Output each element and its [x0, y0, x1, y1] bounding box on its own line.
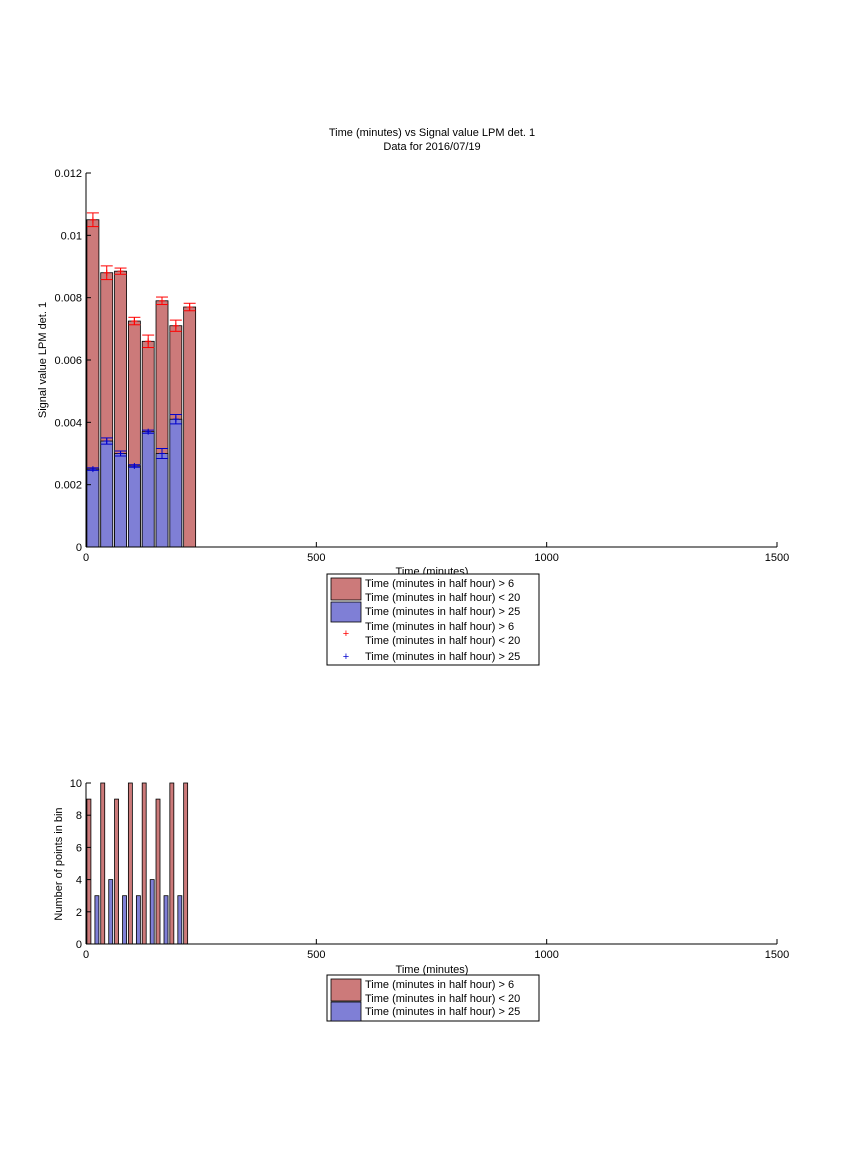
y-tick-label: 0.006 — [54, 355, 82, 367]
bar — [135, 895, 141, 945]
y-tick-label: 4 — [76, 875, 82, 887]
y-tick-label: 6 — [76, 842, 82, 854]
bar — [86, 798, 92, 945]
bar — [94, 895, 100, 945]
y-axis-label: Number of points in bin — [53, 807, 65, 920]
legend-marker-blue-plus: + — [343, 651, 349, 663]
bar — [122, 895, 127, 945]
bar — [169, 782, 175, 945]
y-tick-label: 0.01 — [61, 230, 82, 242]
y-tick-label: 0.012 — [54, 168, 82, 180]
bar — [114, 798, 119, 945]
bar — [155, 798, 161, 945]
x-tick-label: 1000 — [534, 949, 558, 961]
legend-label: Time (minutes in half hour) > 25 — [365, 651, 520, 663]
signal-chart: Time (minutes) vs Signal value LPM det. … — [37, 127, 789, 666]
legend-label: Time (minutes in half hour) > 25 — [365, 606, 520, 618]
x-tick-label: 0 — [83, 949, 89, 961]
bar — [86, 468, 100, 548]
x-tick-label: 1500 — [765, 552, 789, 564]
x-tick-label: 1000 — [534, 552, 558, 564]
bar — [127, 782, 133, 945]
chart-title: Time (minutes) vs Signal value LPM det. … — [329, 127, 535, 139]
legend-label: Time (minutes in half hour) < 20 — [365, 592, 520, 604]
legend-label: Time (minutes in half hour) > 25 — [365, 1006, 520, 1018]
x-tick-label: 1500 — [765, 949, 789, 961]
x-tick-label: 500 — [307, 552, 325, 564]
legend-marker-red-plus: + — [343, 628, 349, 640]
legend-swatch-red — [330, 978, 362, 1002]
y-tick-label: 0 — [76, 939, 82, 951]
tick-labels: 0 500 1000 1500 0 0.002 0.004 0.006 0.008 0.01 0.0… — [54, 168, 789, 564]
legend: Time (minutes in half hour) > 6 Time (mi… — [326, 573, 540, 666]
bar — [149, 879, 155, 945]
bars-group — [86, 782, 189, 945]
error-bars — [86, 212, 196, 473]
y-tick-label: 0 — [76, 542, 82, 554]
chart-subtitle: Data for 2016/07/19 — [383, 141, 480, 153]
y-tick-label: 0.002 — [54, 480, 82, 492]
bar — [183, 782, 189, 945]
tick-labels: 0 500 1000 1500 0 2 4 6 8 10 — [70, 778, 789, 961]
bar — [127, 465, 141, 548]
legend: Time (minutes in half hour) > 6 Time (mi… — [326, 974, 540, 1022]
y-tick-label: 0.004 — [54, 417, 82, 429]
legend-label: Time (minutes in half hour) < 20 — [365, 993, 520, 1005]
bar — [114, 453, 127, 548]
legend-swatch-blue — [330, 1001, 362, 1022]
bar — [100, 440, 114, 548]
bar — [163, 895, 169, 945]
legend-label: Time (minutes in half hour) < 20 — [365, 635, 520, 647]
y-tick-label: 8 — [76, 810, 82, 822]
legend-swatch-red — [330, 577, 362, 601]
bar — [141, 431, 155, 548]
axes — [85, 172, 778, 548]
legend-box — [326, 974, 540, 1022]
legend-label: Time (minutes in half hour) > 6 — [365, 578, 514, 590]
y-axis-label: Signal value LPM det. 1 — [37, 302, 49, 418]
bar — [169, 418, 183, 548]
count-chart: 0 500 1000 1500 0 2 4 6 8 10 Time (minutes) Numbe… — [53, 778, 789, 1022]
y-tick-label: 0.008 — [54, 293, 82, 305]
x-tick-label: 0 — [83, 552, 89, 564]
y-tick-label: 10 — [70, 778, 82, 790]
y-tick-label: 2 — [76, 907, 82, 919]
x-axis-label: Time (minutes) — [396, 964, 469, 976]
bar — [100, 782, 106, 945]
legend-box — [326, 573, 540, 666]
bars-group — [86, 219, 197, 548]
legend-label: Time (minutes in half hour) > 6 — [365, 621, 514, 633]
bar — [183, 306, 197, 548]
legend-label: Time (minutes in half hour) > 6 — [365, 979, 514, 991]
axes — [85, 782, 778, 945]
legend-swatch-blue — [330, 601, 362, 623]
x-tick-label: 500 — [307, 949, 325, 961]
bar — [155, 453, 169, 548]
bar — [108, 879, 114, 945]
bar — [141, 782, 147, 945]
bar — [177, 895, 183, 945]
